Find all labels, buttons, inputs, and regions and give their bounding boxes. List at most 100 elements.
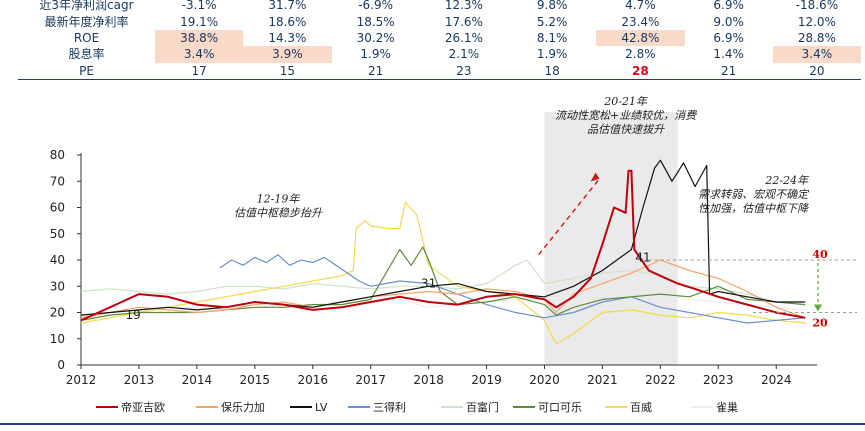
table-cell: 38.8% (155, 29, 244, 47)
table-cell: 23.4% (621, 14, 660, 29)
row-label: 股息率 (68, 47, 105, 62)
table-cell: 30.2% (356, 30, 395, 45)
table-cell: 17 (155, 62, 244, 80)
y-tick-label: 40 (50, 253, 65, 267)
y-tick-label: 80 (50, 148, 65, 162)
table-row: ROE 38.8% 14.3% 30.2% 26.1% 8.1% 42.8% 6.9% 28.8… (18, 29, 861, 47)
table-row: 股息率 3.4% 3.9% 1.9% 2.1% 1.9% 2.8% 1.4% 3.4% (18, 46, 861, 63)
legend-label: 可口可乐 (538, 401, 582, 414)
series-line-2 (80, 259, 806, 319)
table-cell: 4.7% (625, 0, 656, 13)
table-cell: 18 (508, 62, 597, 80)
table-cell: -3.1% (181, 0, 217, 13)
table-cell: 14.3% (268, 30, 307, 45)
y-tick-label: 20 (50, 306, 65, 320)
table-cell: 5.2% (536, 14, 568, 29)
table-cell: 1.9% (360, 47, 391, 62)
x-tick-label: 2024 (761, 373, 792, 387)
legend-label: LV (315, 401, 328, 414)
legend: 帝亚吉欧 保乐力加 LV 三得利 百富门 可口可乐 百威 雀巢 (96, 400, 738, 414)
series-lines (80, 159, 806, 345)
series-line-4 (219, 254, 806, 324)
table-cell: -18.6% (795, 0, 839, 13)
value-label: 41 (635, 250, 650, 264)
x-tick-label: 2020 (529, 373, 560, 387)
y-tick-label: 60 (50, 201, 65, 215)
y-axis: 0 10 20 30 40 50 60 70 80 (50, 148, 82, 372)
x-tick-label: 2022 (645, 373, 676, 387)
table-cell: 28.8% (797, 30, 836, 45)
annotation-line: 性加强，估值中枢下降 (698, 202, 809, 215)
y-tick-label: 50 (50, 227, 65, 241)
legend-label: 三得利 (373, 401, 406, 414)
legend-label: 百威 (630, 401, 652, 414)
drop-arrow-head (814, 304, 822, 312)
table-row: 近3年净利润cagr -3.1% 31.7% -6.9% 12.3% 9.8% 4.7% 6.… (18, 0, 861, 13)
trend-up-arrow (538, 178, 601, 256)
series-line-5 (80, 259, 806, 303)
table-cell: 18.6% (268, 14, 307, 29)
y-tick-label: 10 (50, 332, 65, 346)
x-tick-label: 2017 (355, 373, 386, 387)
series-line-1 (80, 169, 806, 322)
table-cell: 3.4% (772, 46, 861, 63)
table-cell: -6.9% (358, 0, 394, 13)
x-tick-label: 2023 (703, 373, 734, 387)
end-value-label: 40 (812, 248, 828, 261)
x-tick-label: 2016 (297, 373, 328, 387)
table-cell: 2.8% (625, 47, 656, 62)
metrics-table-body: 近3年净利润cagr -3.1% 31.7% -6.9% 12.3% 9.8% 4.7% 6.… (18, 0, 861, 80)
row-label: 最新年度净利率 (44, 14, 129, 29)
table-cell: 9.0% (713, 14, 744, 29)
table-cell: 18.5% (356, 14, 395, 29)
value-labels: 19 31 41 (126, 250, 651, 322)
highlight-band-2020-2021 (544, 112, 678, 365)
end-value-label: 20 (812, 317, 828, 330)
table-cell: 6.9% (713, 0, 744, 13)
table-cell: 1.4% (713, 47, 744, 62)
table-cell: 28 (596, 62, 685, 80)
y-tick-label: 30 (50, 279, 65, 293)
row-label: 近3年净利润cagr (39, 0, 134, 13)
annotation-line: 22-24年 (764, 174, 809, 187)
legend-label: 帝亚吉欧 (121, 400, 165, 414)
legend-label: 雀巢 (716, 401, 738, 414)
table-cell: 21 (684, 62, 773, 80)
table-cell: 17.6% (444, 14, 483, 29)
annotation-line: 20-21年 (603, 95, 648, 108)
table-cell: 42.8% (596, 29, 685, 47)
row-label: ROE (73, 30, 100, 45)
x-tick-label: 2018 (413, 373, 444, 387)
y-tick-label: 70 (50, 174, 65, 188)
annotation-line: 流动性宽松+业绩较优，消费 (555, 109, 697, 122)
table-cell: 8.1% (536, 30, 568, 45)
x-tick-label: 2013 (124, 373, 155, 387)
table-row: 最新年度净利率 19.1% 18.6% 18.5% 17.6% 5.2% 23.4% 9.0%… (18, 13, 861, 29)
table-row: PE 17 15 21 23 18 28 21 20 (18, 62, 861, 80)
x-axis: 2012 2013 2014 2015 2016 2017 2018 2019 2020 2021… (66, 364, 817, 387)
table-cell: 12.0% (797, 14, 836, 29)
table-cell: 21 (331, 62, 420, 80)
table-cell: 1.9% (536, 47, 568, 62)
table-cell: 23 (419, 62, 508, 80)
annotation-line: 估值中枢稳步抬升 (234, 206, 323, 219)
legend-label: 保乐力加 (221, 400, 265, 414)
valuation-metrics-table: 近3年净利润cagr -3.1% 31.7% -6.9% 12.3% 9.8% 4.7% 6.… (18, 0, 861, 80)
trend-up-arrow-head (590, 172, 600, 182)
bottom-rule (0, 423, 865, 425)
table-cell: 15 (243, 62, 332, 80)
table-cell: 12.3% (444, 0, 483, 13)
table-cell: 26.1% (444, 30, 483, 45)
x-tick-label: 2021 (587, 373, 618, 387)
annotation-line: 12-19年 (257, 192, 301, 205)
series-line-7 (80, 201, 806, 345)
value-label: 19 (126, 308, 141, 322)
x-tick-label: 2019 (471, 373, 502, 387)
table-cell: 19.1% (180, 14, 219, 29)
annotation-line: 品估值快速拔升 (587, 123, 665, 136)
y-tick-label: 0 (57, 358, 65, 372)
table-cell: 3.4% (155, 46, 244, 63)
x-tick-label: 2012 (66, 373, 97, 387)
x-tick-label: 2015 (240, 373, 271, 387)
